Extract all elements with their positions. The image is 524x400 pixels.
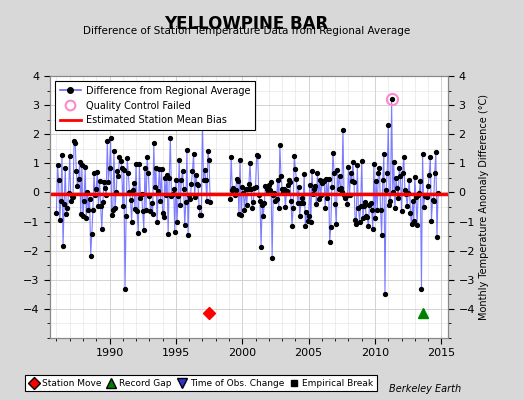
Y-axis label: Monthly Temperature Anomaly Difference (°C): Monthly Temperature Anomaly Difference (…	[479, 94, 489, 320]
Text: YELLOWPINE BAR: YELLOWPINE BAR	[164, 15, 329, 33]
Text: Difference of Station Temperature Data from Regional Average: Difference of Station Temperature Data f…	[83, 26, 410, 36]
Legend: Difference from Regional Average, Quality Control Failed, Estimated Station Mean: Difference from Regional Average, Qualit…	[54, 81, 255, 130]
Text: Berkeley Earth: Berkeley Earth	[389, 384, 461, 394]
Legend: Station Move, Record Gap, Time of Obs. Change, Empirical Break: Station Move, Record Gap, Time of Obs. C…	[26, 375, 377, 392]
